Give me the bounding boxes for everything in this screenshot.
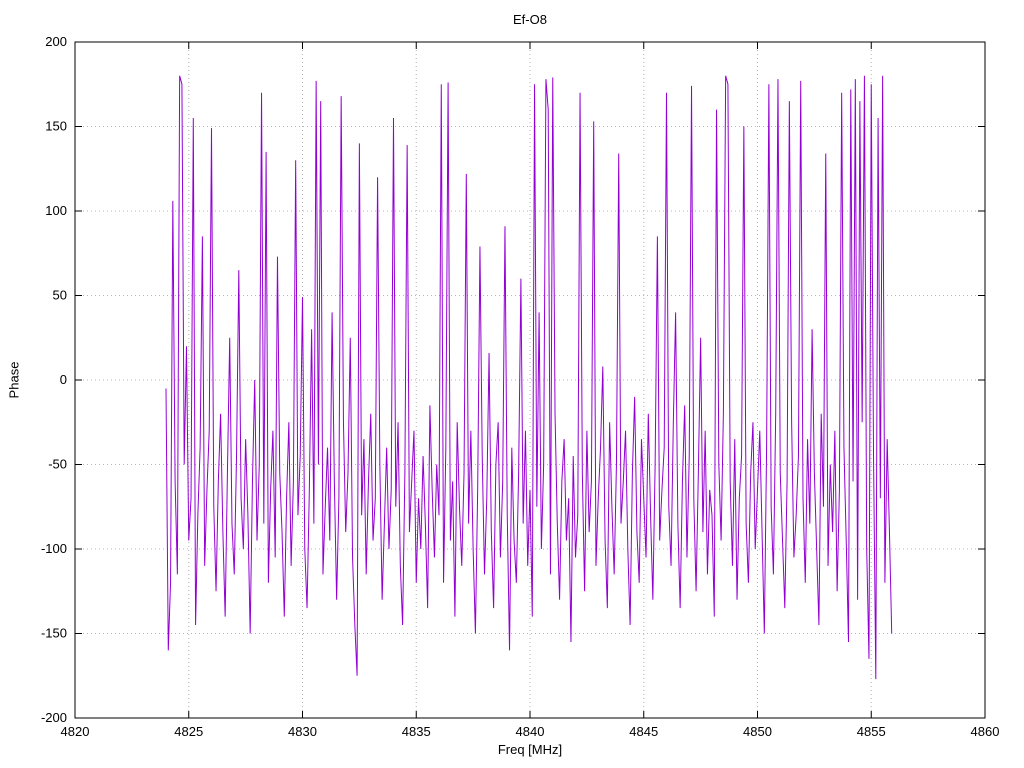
y-axis-label: Phase — [6, 361, 22, 399]
svg-text:4830: 4830 — [288, 724, 317, 739]
phase-line — [165, 75, 893, 680]
x-axis-label: Freq [MHz] — [497, 742, 563, 757]
x-tick-labels: 4820 4825 4830 4835 4840 4845 4850 4855 4860 — [61, 724, 1000, 739]
svg-text:0: 0 — [60, 372, 67, 387]
svg-text:4855: 4855 — [857, 724, 886, 739]
svg-text:4820: 4820 — [61, 724, 90, 739]
svg-text:4860: 4860 — [971, 724, 1000, 739]
y-tick-labels: -200 -150 -100 -50 0 50 100 150 200 — [41, 34, 67, 725]
svg-text:-150: -150 — [41, 626, 67, 641]
chart-title: Ef-O8 — [513, 12, 547, 27]
svg-text:50: 50 — [53, 288, 67, 303]
phase-trace — [165, 75, 893, 680]
svg-text:4840: 4840 — [516, 724, 545, 739]
svg-text:-200: -200 — [41, 710, 67, 725]
svg-text:4850: 4850 — [743, 724, 772, 739]
tick-marks — [74, 41, 986, 719]
svg-text:-100: -100 — [41, 541, 67, 556]
svg-text:200: 200 — [45, 34, 67, 49]
svg-text:4845: 4845 — [629, 724, 658, 739]
svg-text:4825: 4825 — [174, 724, 203, 739]
svg-text:4835: 4835 — [402, 724, 431, 739]
svg-text:100: 100 — [45, 203, 67, 218]
svg-text:150: 150 — [45, 119, 67, 134]
svg-text:-50: -50 — [48, 457, 67, 472]
